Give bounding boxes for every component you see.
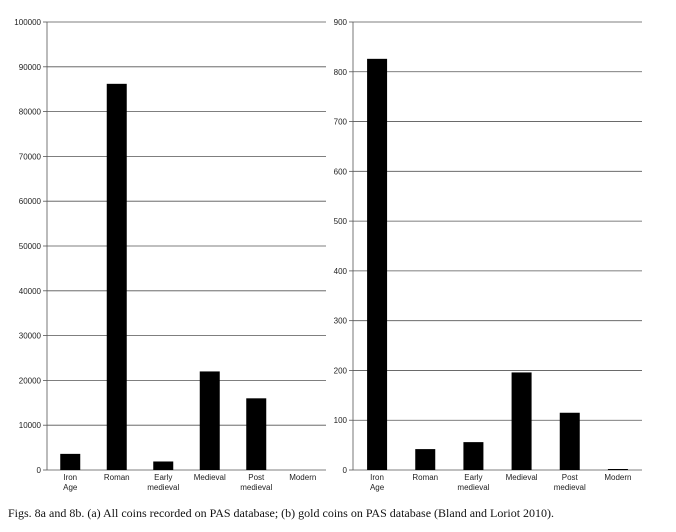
x-tick-label: Roman (412, 473, 438, 482)
y-tick-label: 500 (334, 217, 348, 226)
x-tick-label: Early (464, 473, 482, 482)
bar-early-medieval (153, 461, 174, 470)
bar-post-medieval (559, 412, 580, 470)
bar-iron-age (60, 453, 81, 470)
y-tick-label: 30000 (19, 332, 42, 341)
x-tick-label: Modern (289, 473, 316, 482)
bar-medieval (199, 371, 220, 470)
x-tick-label: Modern (604, 473, 631, 482)
y-tick-label: 700 (334, 118, 348, 127)
x-tick-label: medieval (147, 483, 179, 492)
x-tick-label: Medieval (194, 473, 226, 482)
y-tick-label: 40000 (19, 287, 42, 296)
x-tick-label: medieval (457, 483, 489, 492)
x-tick-label: Roman (104, 473, 130, 482)
chart-all-coins: 0 10000 20000 30000 40000 50000 60000 70000 8000… (14, 18, 326, 492)
x-tick-label: Post (562, 473, 579, 482)
x-tick-label: Iron (370, 473, 384, 482)
y-tick-label: 300 (334, 317, 348, 326)
y-tick-label: 0 (37, 466, 42, 475)
y-tick-label: 20000 (19, 376, 42, 385)
x-tick-label: Iron (63, 473, 77, 482)
y-tick-label: 100000 (14, 18, 41, 27)
y-tick-label: 600 (334, 167, 348, 176)
figure-canvas: 0100002000030000400005000060000700008000… (14, 18, 642, 492)
bar-early-medieval (463, 442, 484, 470)
y-tick-label: 200 (334, 366, 348, 375)
bar-iron-age (367, 58, 388, 470)
bar-medieval (511, 372, 532, 470)
x-tick-label: Post (248, 473, 265, 482)
y-tick-label: 10000 (19, 421, 42, 430)
bar-roman (106, 83, 127, 470)
y-tick-label: 100 (334, 416, 348, 425)
x-tick-label: medieval (554, 483, 586, 492)
x-tick-label: Age (370, 483, 385, 492)
y-tick-label: 400 (334, 267, 348, 276)
x-tick-label: Medieval (506, 473, 538, 482)
y-tick-label: 70000 (19, 152, 42, 161)
y-tick-label: 60000 (19, 197, 42, 206)
x-tick-label: Age (63, 483, 78, 492)
bar-roman (415, 449, 436, 470)
x-tick-label: medieval (240, 483, 272, 492)
figure-caption: Figs. 8a and 8b. (a) All coins recorded … (8, 506, 555, 520)
y-tick-label: 900 (334, 18, 348, 27)
y-tick-label: 80000 (19, 108, 42, 117)
y-tick-label: 90000 (19, 63, 42, 72)
y-tick-label: 800 (334, 68, 348, 77)
y-tick-label: 50000 (19, 242, 42, 251)
x-tick-label: Early (154, 473, 172, 482)
bar-post-medieval (246, 398, 267, 470)
y-tick-label: 0 (343, 466, 348, 475)
bar-modern (607, 469, 628, 470)
